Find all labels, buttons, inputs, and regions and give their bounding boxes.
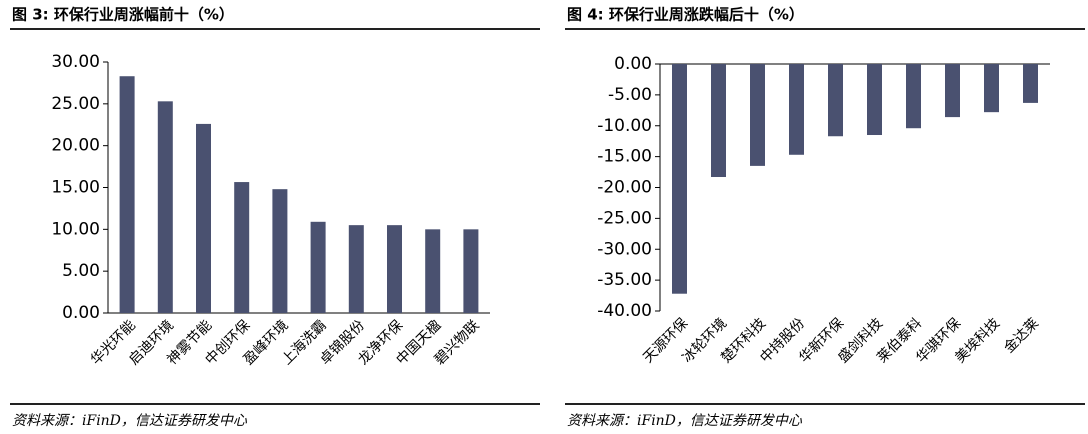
bar (906, 64, 921, 129)
x-tick-label: 金达莱 (1001, 315, 1042, 356)
y-tick-label: -20.00 (597, 178, 652, 198)
y-tick-label: 0.00 (62, 303, 100, 323)
bar (157, 101, 173, 313)
bar (789, 64, 804, 155)
bar (272, 189, 288, 313)
bar (1023, 64, 1038, 103)
y-tick-label: 10.00 (51, 219, 100, 239)
y-tick-label: -35.00 (597, 270, 652, 290)
y-tick-label: -25.00 (597, 208, 652, 228)
y-tick-label: -5.00 (608, 85, 652, 105)
bar (711, 64, 726, 178)
bar (119, 76, 135, 314)
y-tick-label: -30.00 (597, 239, 652, 259)
y-tick-label: 15.00 (51, 178, 100, 198)
bar (463, 229, 479, 313)
bar (348, 225, 364, 313)
y-tick-label: -15.00 (597, 147, 652, 167)
bar (828, 64, 843, 137)
y-tick-label: 20.00 (51, 136, 100, 156)
panel-title: 图 4: 环保行业周涨跌幅后十（%） (567, 6, 804, 24)
bar (672, 64, 687, 294)
panel-title: 图 3: 环保行业周涨幅前十（%） (12, 6, 234, 24)
bar (310, 221, 326, 313)
bar (234, 182, 250, 313)
y-tick-label: 5.00 (62, 261, 100, 281)
y-tick-label: 0.00 (614, 54, 652, 74)
source: 资料来源：iFinD，信达证券研发中心 (567, 413, 803, 429)
bar (945, 64, 960, 118)
y-tick-label: 25.00 (51, 94, 100, 114)
bar (867, 64, 882, 136)
bar (425, 229, 441, 313)
bar (984, 64, 999, 113)
y-tick-label: 30.00 (51, 52, 100, 72)
bar (387, 225, 402, 313)
y-tick-label: -10.00 (597, 116, 652, 136)
bar (750, 64, 765, 166)
source: 资料来源：iFinD，信达证券研发中心 (12, 413, 248, 429)
y-tick-label: -40.00 (597, 301, 652, 321)
bar (196, 123, 211, 313)
